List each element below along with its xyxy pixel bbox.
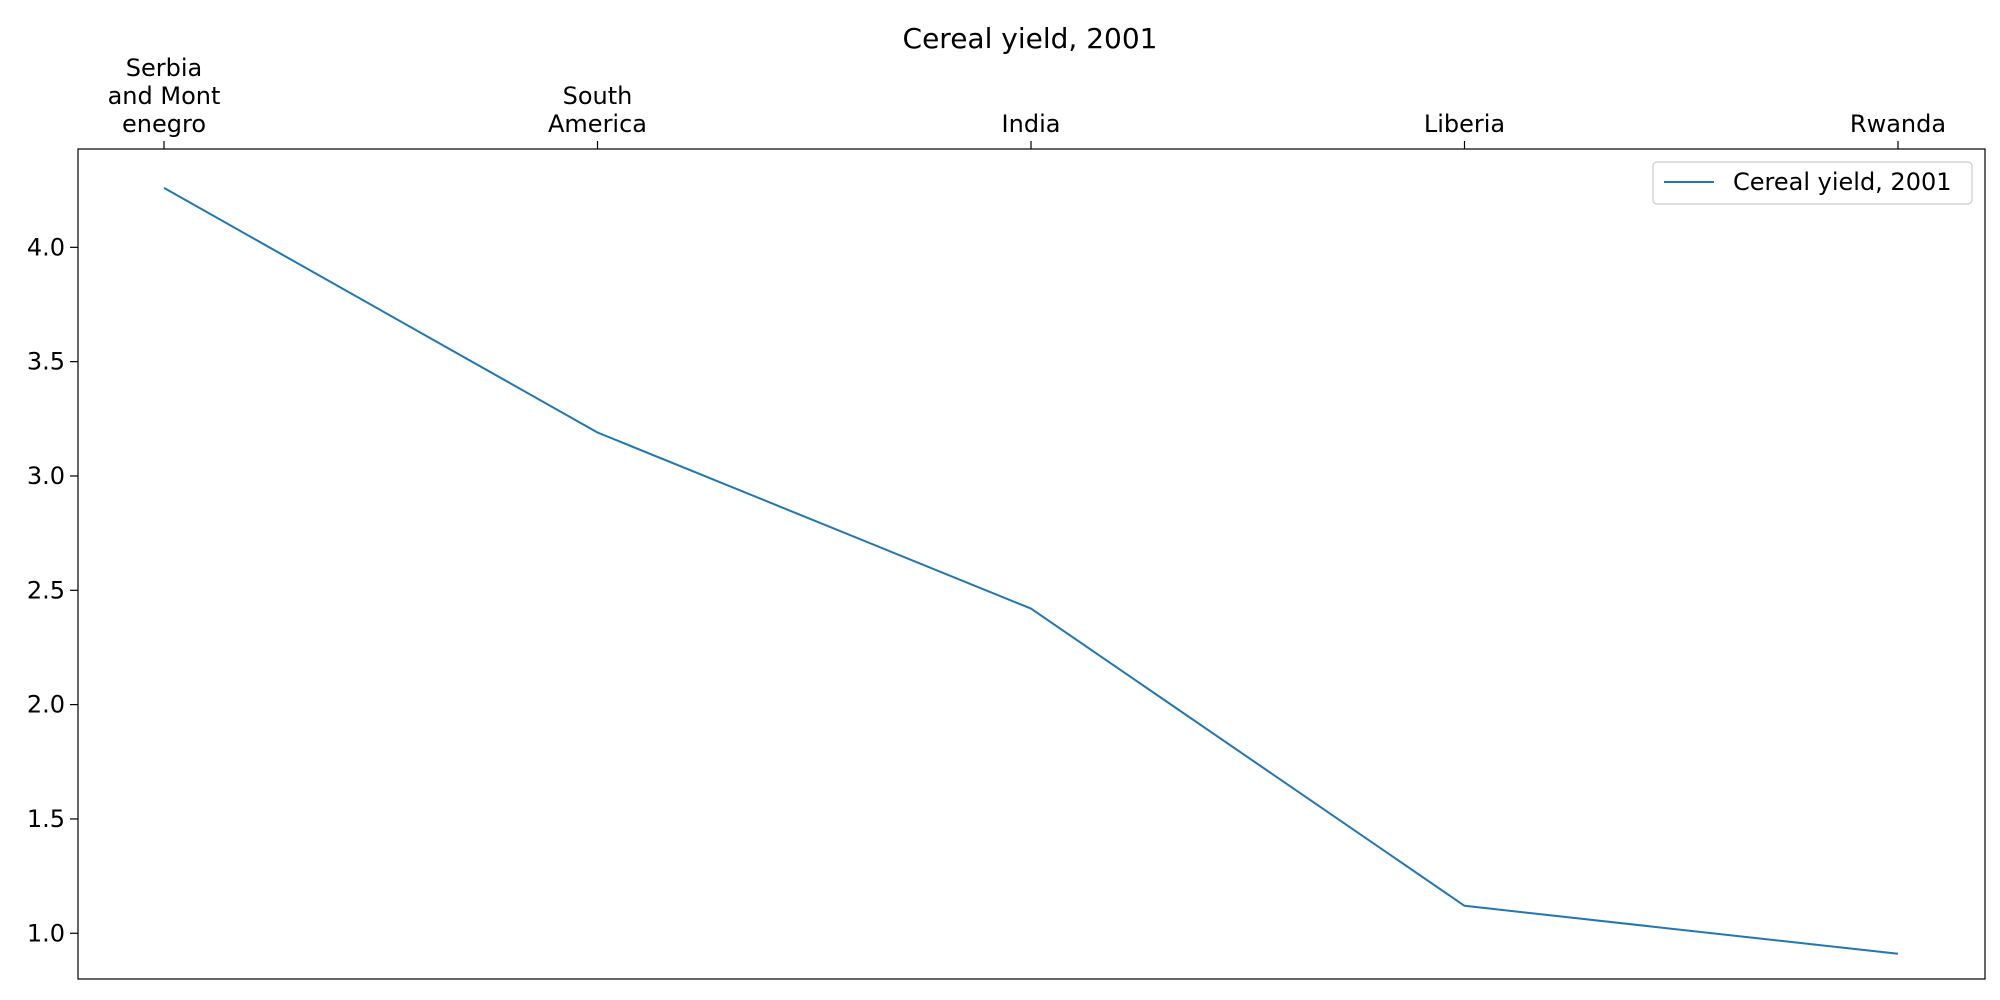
x-tick-label: South America [548, 82, 647, 138]
legend-label: Cereal yield, 2001 [1733, 168, 1952, 196]
series-layer [163, 187, 1899, 955]
plot-area [77, 148, 1986, 980]
y-tick-label: 2.0 [27, 691, 65, 719]
x-tick-label: Liberia [1424, 110, 1505, 138]
y-tick-label: 2.5 [27, 576, 65, 604]
y-tick-label: 3.5 [27, 348, 65, 376]
x-axis: Serbia and Mont enegro South America India Lib… [108, 54, 1946, 149]
x-tick-label: India [1002, 110, 1061, 138]
legend-box [1652, 161, 1973, 205]
series-line [163, 187, 1899, 955]
y-tick-label: 3.0 [27, 462, 65, 490]
x-tick-label: Rwanda [1850, 110, 1946, 138]
y-tick-label: 1.0 [27, 919, 65, 947]
y-tick-label: 1.5 [27, 805, 65, 833]
chart-title: Cereal yield, 2001 [903, 22, 1158, 55]
y-tick-label: 4.0 [27, 233, 65, 261]
x-tick-label: Serbia and Mont enegro [108, 54, 221, 138]
legend: Cereal yield, 2001 [1652, 161, 1973, 205]
y-axis: 1.0 1.5 2.0 2.5 3.0 3.5 4.0 [27, 233, 78, 947]
